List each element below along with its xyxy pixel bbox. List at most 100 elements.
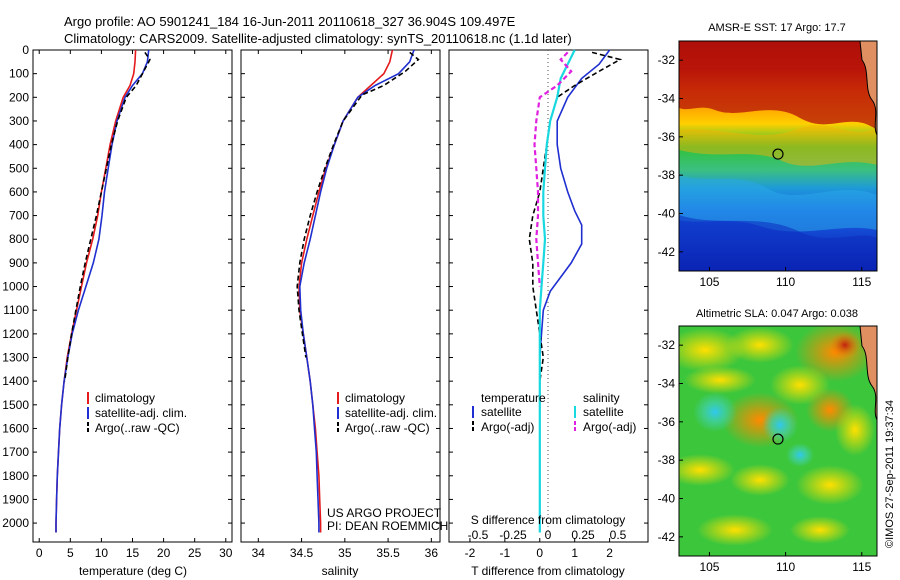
difference-legend: temperature salinity satellite Argo(-adj… [472,391,636,434]
legend-satellite-label: satellite-adj. clim. [345,406,437,420]
pi-credit: PI: DEAN ROEMMICH [327,519,448,533]
s-tick-label: -0.25 [499,528,527,542]
depth-tick-label: 1600 [2,421,29,435]
depth-tick-label: 200 [9,90,29,104]
depth-tick-label: 700 [9,209,29,223]
salinity-xlabel: salinity [322,564,359,578]
t-difference-xlabel: T difference from climatology [471,564,625,578]
difference-profile-panel: -2 -1 0 1 2 -0.5 -0.25 0 0.25 0.5 S difference f… [448,49,649,578]
lat-tick-label: -34 [658,377,676,391]
lat-tick-label: -42 [658,530,676,544]
lat-tick-label: -36 [658,415,676,429]
lat-tick-label: -38 [658,168,676,182]
salinity-axes-frame [240,49,441,543]
sst-heatmap [679,41,877,271]
x-tick-label: 25 [188,546,202,560]
sla-map-ticks: 105 110 115 -32 -34 -36 -38 -40 -42 [658,338,872,574]
salinity-legend: climatology satellite-adj. clim. Argo(..… [337,391,437,435]
project-credit: US ARGO PROJECT [327,506,442,520]
temperature-xlabel: temperature (deg C) [79,564,187,578]
s-tick-label: 0 [545,528,552,542]
depth-tick-label: 1000 [2,280,29,294]
x-tick-label: 1 [571,546,578,560]
depth-tick-label: 1400 [2,374,29,388]
lat-tick-label: -32 [658,53,676,67]
salinity-profile-panel: 34 34.5 35 35.5 36 salinity climatology sate… [240,49,448,578]
depth-tick-label: 1200 [2,327,29,341]
s-difference-xlabel: S difference from climatology [471,513,626,527]
sst-map-title: AMSR-E SST: 17 Argo: 17.7 [708,22,846,34]
depth-tick-label: 1700 [2,445,29,459]
series-line [63,51,151,382]
x-tick-label: 34.5 [290,546,314,560]
sst-map-panel: AMSR-E SST: 17 Argo: 17.7 105 110 115 -32 -3… [658,22,878,289]
legend-argo-label: Argo(..raw -QC) [345,421,430,435]
x-tick-label: 2 [606,546,613,560]
lat-tick-label: -42 [658,245,676,259]
temperature-axis-ticks: 0 5 10 15 20 25 30 [36,50,233,560]
x-tick-label: 20 [157,546,171,560]
x-tick-label: 36 [425,546,439,560]
lon-tick-label: 110 [776,560,795,574]
lon-tick-label: 105 [699,560,719,574]
legend-t-satellite-label: satellite [481,405,522,419]
argo-position-marker [772,433,784,445]
sla-map-panel: Altimetric SLA: 0.047 Argo: 0.038 105 110… [658,308,878,574]
depth-tick-label: 1300 [2,351,29,365]
temperature-profile-panel: 0100200300400500600700800900100011001200… [2,43,232,578]
salinity-series [296,49,420,533]
x-tick-label: 10 [95,546,109,560]
imos-timestamp: ©IMOS 27-Sep-2011 19:37:34 [884,400,896,548]
figure-title-line2: Climatology: CARS2009. Satellite-adjuste… [64,31,572,46]
s-tick-label: 0.5 [610,528,627,542]
depth-tick-label: 900 [9,256,29,270]
temperature-axes-frame [32,49,233,543]
lat-tick-label: -36 [658,130,676,144]
series-line [55,49,150,533]
series-line [296,51,420,358]
salinity-depth-ticks [241,49,440,524]
argo-position-marker [772,148,784,160]
lon-tick-label: 115 [852,275,871,289]
difference-depth-ticks [449,49,648,524]
legend-satellite-label: satellite-adj. clim. [95,406,187,420]
series-line [298,49,415,533]
figure-title-line1: Argo profile: AO 5901241_184 16-Jun-2011… [64,14,516,29]
depth-tick-label: 500 [9,161,29,175]
t-difference-axis-ticks: -2 -1 0 1 2 [465,538,613,560]
lat-tick-label: -32 [658,338,676,352]
x-tick-label: 34 [252,546,266,560]
lat-tick-label: -38 [658,453,676,467]
x-tick-label: 0 [36,546,43,560]
legend-climatology-label: climatology [95,391,155,405]
lon-tick-label: 110 [776,275,795,289]
x-tick-label: 15 [126,546,140,560]
x-tick-label: 30 [219,546,233,560]
depth-tick-label: 1900 [2,492,29,506]
depth-tick-label: 800 [9,232,29,246]
depth-tick-label: 100 [9,67,29,81]
sst-map-frame [678,40,878,272]
s-tick-label: 0.25 [571,528,595,542]
depth-tick-label: 2000 [2,516,29,530]
legend-climatology-label: climatology [345,391,405,405]
depth-tick-label: 600 [9,185,29,199]
sst-map-ticks: 105 110 115 -32 -34 -36 -38 -40 -42 [658,53,872,289]
depth-tick-label: 1100 [3,303,29,317]
temperature-legend: climatology satellite-adj. clim. Argo(..… [87,391,187,435]
depth-tick-label: 1500 [2,398,29,412]
sla-map-frame [678,325,878,557]
legend-argo-label: Argo(..raw -QC) [95,421,180,435]
s-difference-axis-ticks: -0.5 -0.25 0 0.25 0.5 [468,528,627,542]
series-line [533,51,573,287]
depth-tick-label: 1800 [2,469,29,483]
depth-axis-ticks: 0 100 200 300 400 500 600 700 800 900 1000 1100 1200… [2,43,232,530]
legend-s-satellite-label: satellite [583,405,624,419]
lon-tick-label: 105 [699,275,719,289]
temperature-series [55,49,151,533]
x-tick-label: 35 [338,546,352,560]
legend-salinity-heading: salinity [583,391,620,405]
x-tick-label: -1 [500,546,511,560]
series-line [538,49,611,533]
